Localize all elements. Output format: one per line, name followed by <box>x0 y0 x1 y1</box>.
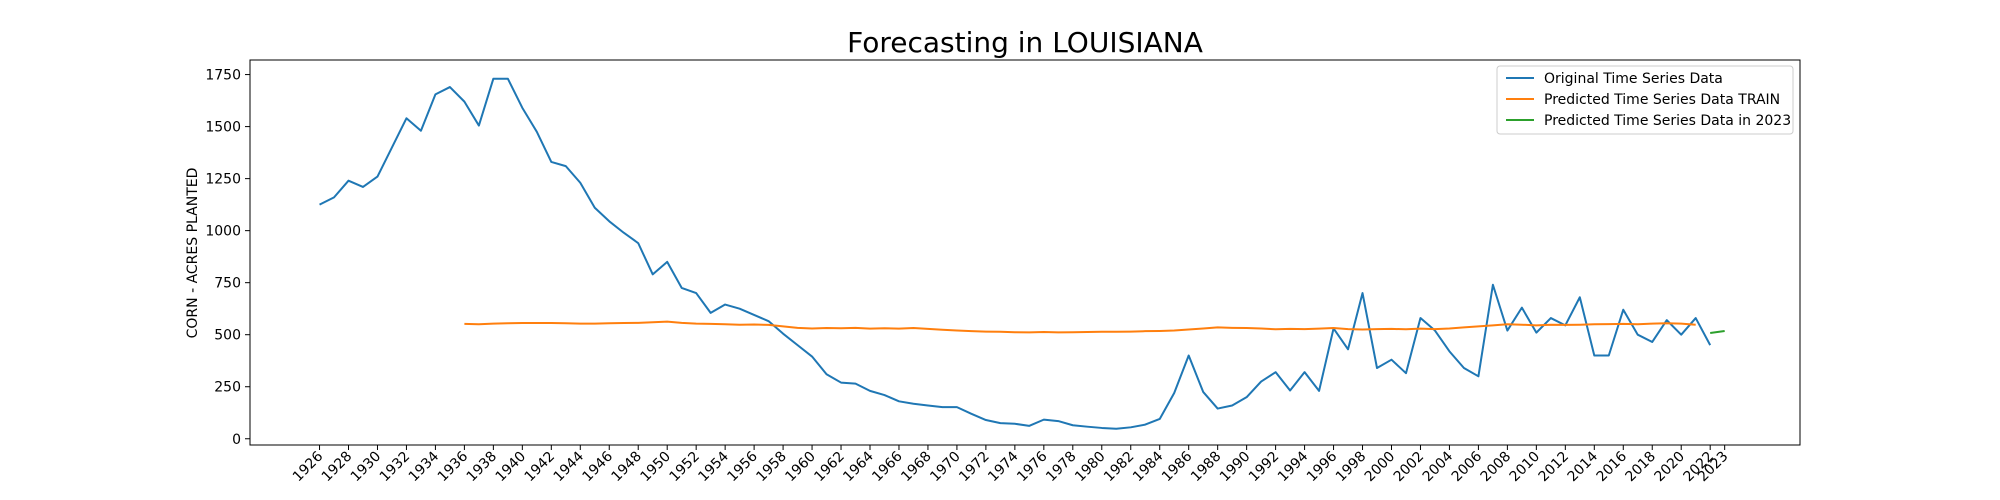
legend-label-2023: Predicted Time Series Data in 2023 <box>1544 113 1791 129</box>
y-tick-label: 500 <box>214 328 241 344</box>
x-tick-label: 1990 <box>1217 449 1254 486</box>
x-tick-label: 2002 <box>1391 449 1428 486</box>
x-tick-label: 2018 <box>1623 449 1660 486</box>
x-tick-label: 1974 <box>985 448 1022 485</box>
plot-area <box>249 59 1801 446</box>
x-tick-label: 1980 <box>1072 449 1109 486</box>
x-tick-label: 1988 <box>1188 449 1225 486</box>
x-tick-label: 1954 <box>695 448 732 485</box>
x-tick-label: 1944 <box>551 448 588 485</box>
legend-label-original: Original Time Series Data <box>1544 71 1723 87</box>
x-tick-label: 1938 <box>464 449 501 486</box>
x-tick-label: 1996 <box>1304 448 1341 485</box>
x-tick-label: 2020 <box>1652 449 1689 486</box>
x-axis: 1926192819301932193419361938194019421944… <box>290 445 1732 485</box>
x-tick-label: 2014 <box>1565 448 1602 485</box>
x-tick-label: 1934 <box>406 448 443 485</box>
y-axis: 0 250 500 750 1000 1250 1500 1750 <box>205 68 250 448</box>
x-tick-label: 2000 <box>1362 449 1399 486</box>
series-line-2 <box>1710 329 1725 335</box>
y-tick-label: 1500 <box>205 120 241 136</box>
x-tick-label: 1952 <box>666 449 703 486</box>
x-tick-label: 1964 <box>840 448 877 485</box>
x-tick-label: 1976 <box>1014 448 1051 485</box>
x-tick-label: 1968 <box>898 449 935 486</box>
x-tick-label: 1994 <box>1275 448 1312 485</box>
x-tick-label: 1926 <box>290 448 327 485</box>
x-tick-label: 1960 <box>782 449 819 486</box>
x-tick-label: 1940 <box>493 449 530 486</box>
chart-title: Forecasting in LOUISIANA <box>847 26 1203 59</box>
x-tick-label: 1982 <box>1101 449 1138 486</box>
x-tick-label: 2010 <box>1507 449 1544 486</box>
x-tick-label: 1942 <box>522 449 559 486</box>
x-tick-label: 2016 <box>1594 448 1631 485</box>
legend-label-train: Predicted Time Series Data TRAIN <box>1544 92 1780 108</box>
y-tick-label: 1250 <box>205 172 241 188</box>
x-tick-label: 1948 <box>609 449 646 486</box>
y-tick-label: 0 <box>232 432 241 448</box>
x-tick-label: 1972 <box>956 449 993 486</box>
x-tick-label: 1986 <box>1159 448 1196 485</box>
y-tick-label: 1000 <box>205 224 241 240</box>
y-axis-label: CORN - ACRES PLANTED <box>185 168 201 339</box>
x-tick-label: 1956 <box>724 448 761 485</box>
x-tick-label: 2004 <box>1420 448 1457 485</box>
y-tick-label: 750 <box>214 276 241 292</box>
x-tick-label: 1966 <box>869 448 906 485</box>
x-tick-label: 2008 <box>1478 449 1515 486</box>
legend-box <box>1496 65 1794 135</box>
x-tick-label: 1950 <box>638 449 675 486</box>
x-tick-label: 1970 <box>927 449 964 486</box>
y-tick-label: 1750 <box>205 68 241 84</box>
y-tick-label: 250 <box>214 380 241 396</box>
x-tick-label: 1930 <box>348 449 385 486</box>
x-tick-label: 2006 <box>1449 448 1486 485</box>
legend: Original Time Series Data Predicted Time… <box>1496 65 1794 135</box>
x-tick-label: 1992 <box>1246 449 1283 486</box>
series-line-1 <box>464 320 1696 334</box>
x-tick-label: 1946 <box>580 448 617 485</box>
x-tick-label: 1978 <box>1043 449 1080 486</box>
x-tick-label: 1984 <box>1130 448 1167 485</box>
x-tick-label: 1932 <box>377 449 414 486</box>
x-tick-label: 1998 <box>1333 449 1370 486</box>
x-tick-label: 1962 <box>811 449 848 486</box>
series-line-0 <box>319 77 1712 430</box>
x-tick-label: 1936 <box>435 448 472 485</box>
x-tick-label: 1928 <box>319 449 356 486</box>
x-tick-label: 2012 <box>1536 449 1573 486</box>
x-tick-label: 1958 <box>753 449 790 486</box>
series-group <box>319 77 1725 430</box>
